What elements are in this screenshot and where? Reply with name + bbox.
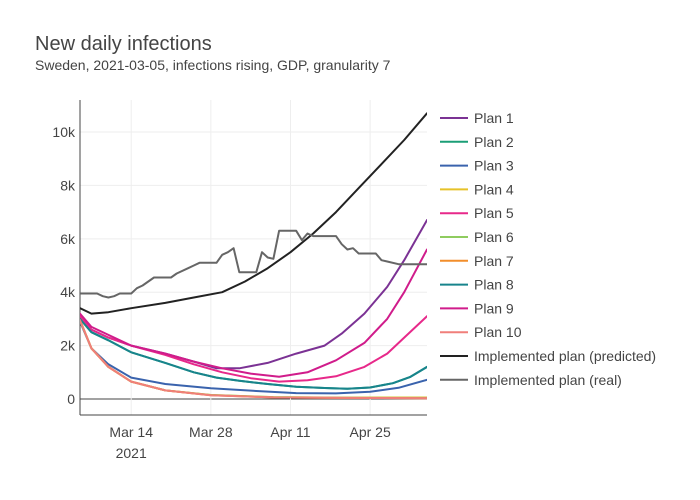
legend-item: Plan 2: [440, 134, 514, 150]
y-tick-label: 4k: [60, 284, 76, 300]
legend-item: Plan 8: [440, 277, 514, 293]
legend-item: Plan 5: [440, 205, 514, 221]
series-line-implemented-plan-real: [80, 229, 427, 299]
legend-item: Plan 9: [440, 300, 514, 316]
series-line-plan-5: [80, 315, 427, 383]
legend-label: Plan 2: [474, 134, 514, 150]
legend-label: Implemented plan (predicted): [474, 348, 656, 364]
legend-label: Plan 3: [474, 158, 514, 174]
y-tick-label: 0: [67, 391, 75, 407]
legend-label: Plan 5: [474, 205, 514, 221]
series-group: [80, 112, 427, 400]
series-line-plan-9: [80, 248, 427, 378]
legend-label: Plan 6: [474, 229, 514, 245]
legend-item: Plan 6: [440, 229, 514, 245]
legend-label: Plan 1: [474, 110, 514, 126]
x-tick-label: Mar 14: [109, 424, 153, 440]
series-line-plan-8: [80, 317, 427, 390]
y-tick-label: 10k: [52, 124, 76, 140]
legend-item: Plan 1: [440, 110, 514, 126]
legend-item: Plan 3: [440, 158, 514, 174]
series-line-plan-10: [80, 319, 427, 400]
legend: Plan 1 Plan 2 Plan 3 Plan 4 Plan 5 Plan 6 Plan…: [440, 110, 656, 388]
y-tick-label: 6k: [60, 231, 76, 247]
legend-item: Plan 10: [440, 324, 522, 340]
legend-label: Implemented plan (real): [474, 372, 622, 388]
gridlines: [80, 100, 427, 415]
series-line-plan-3: [80, 320, 427, 395]
series-line-implemented-plan-predicted: [80, 112, 427, 315]
legend-label: Plan 8: [474, 277, 514, 293]
y-tick-label: 2k: [60, 338, 76, 354]
y-tick-label: 8k: [60, 177, 76, 193]
legend-item: Plan 4: [440, 181, 514, 197]
legend-item: Plan 7: [440, 253, 514, 269]
chart-title: New daily infections: [35, 33, 212, 55]
legend-item: Implemented plan (predicted): [440, 348, 656, 364]
legend-label: Plan 9: [474, 300, 514, 316]
legend-label: Plan 10: [474, 324, 522, 340]
x-tick-label: Apr 11: [270, 424, 310, 440]
legend-item: Implemented plan (real): [440, 372, 622, 388]
axes: 0 2k 4k 6k 8k 10k Mar 14 2021 Mar 28 Apr 11 Apr 25: [52, 100, 427, 461]
chart-subtitle: Sweden, 2021-03-05, infections rising, G…: [35, 57, 391, 73]
x-tick-label: Mar 28: [189, 424, 233, 440]
x-tick-label: Apr 25: [349, 424, 390, 440]
legend-label: Plan 4: [474, 181, 514, 197]
legend-label: Plan 7: [474, 253, 514, 269]
x-tick-sublabel: 2021: [116, 445, 147, 461]
